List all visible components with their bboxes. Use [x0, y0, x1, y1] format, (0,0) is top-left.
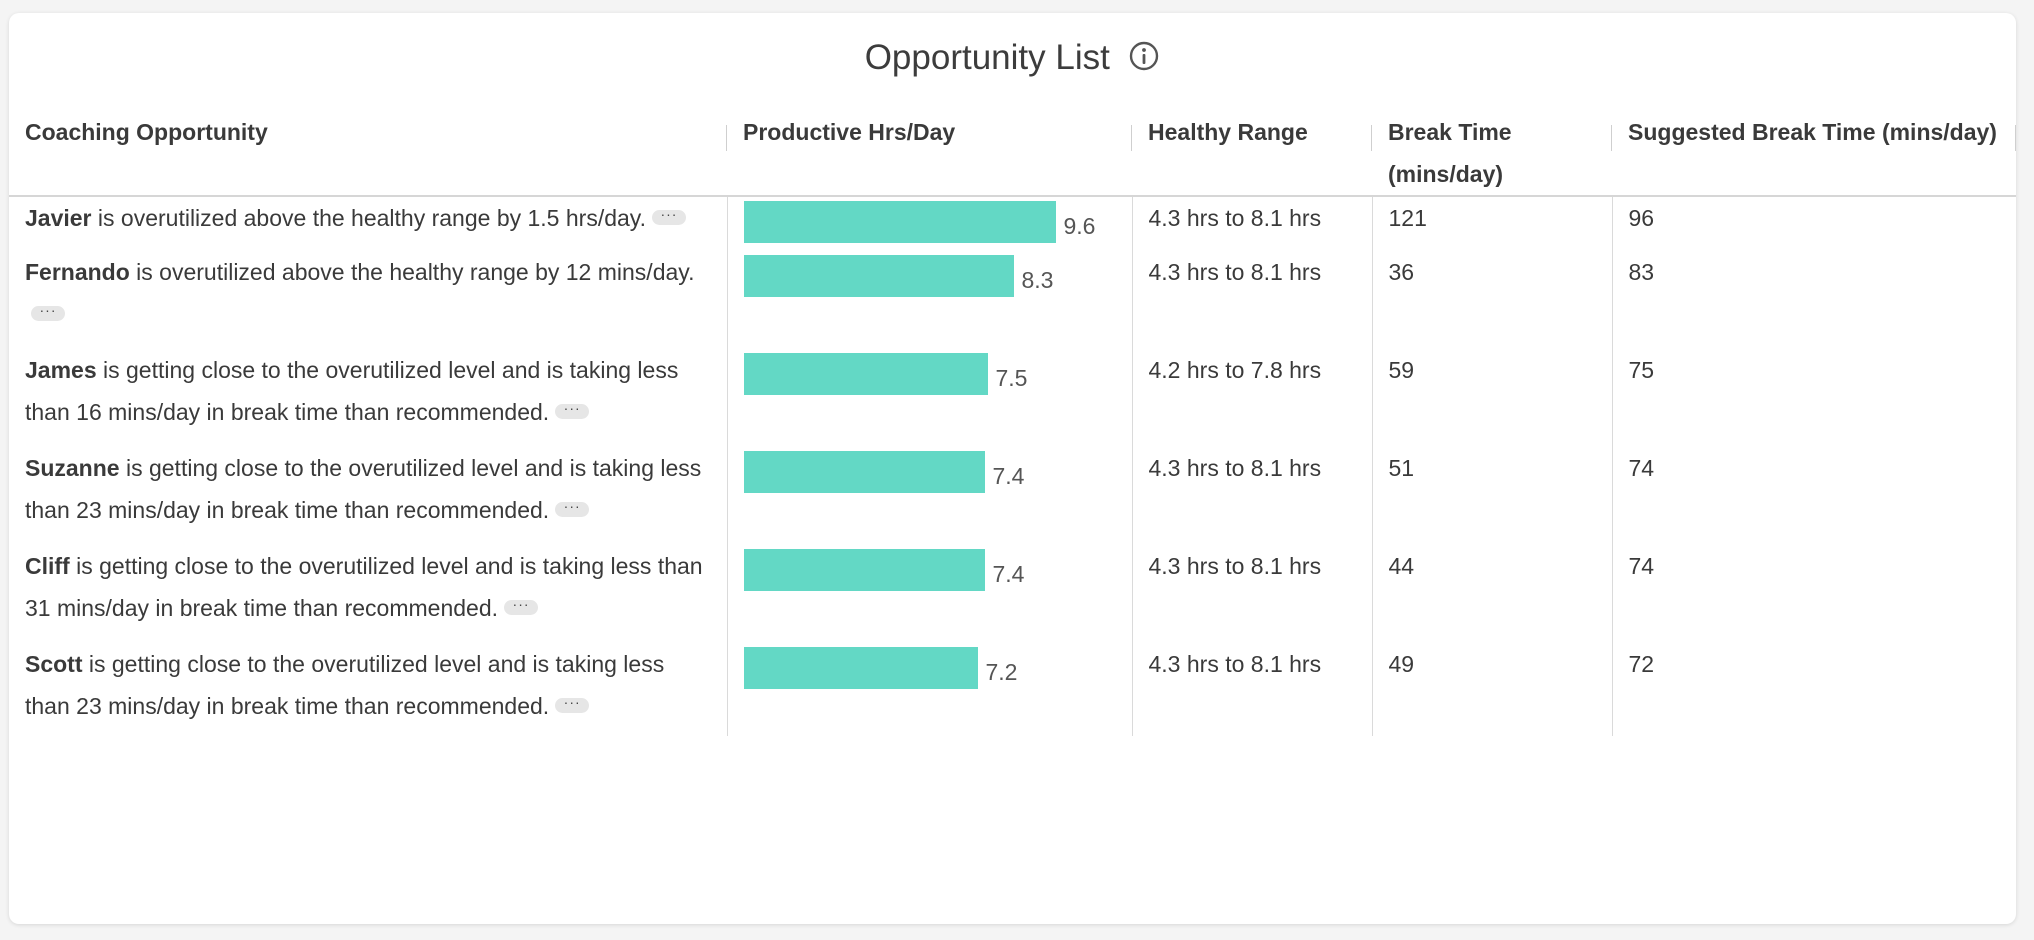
break-time-cell: 51 — [1371, 447, 1612, 545]
suggested-break-time-cell: 74 — [1611, 447, 2016, 545]
opportunity-text: is overutilized above the healthy range … — [91, 205, 646, 231]
coaching-opportunity-cell: Scott is getting close to the overutiliz… — [9, 643, 727, 736]
table-row[interactable]: James is getting close to the overutiliz… — [9, 349, 2016, 447]
more-options-button[interactable]: ··· — [555, 401, 590, 420]
more-options-button[interactable]: ··· — [555, 695, 590, 714]
column-header-productive-hrs[interactable]: Productive Hrs/Day — [727, 107, 1132, 197]
coaching-opportunity-cell: Suzanne is getting close to the overutil… — [9, 447, 727, 545]
column-header-healthy-range[interactable]: Healthy Range — [1132, 107, 1372, 197]
table-row[interactable]: Fernando is overutilized above the healt… — [9, 251, 2016, 349]
table-row[interactable]: Javier is overutilized above the healthy… — [9, 196, 2016, 251]
productive-hrs-value: 7.4 — [992, 463, 1025, 489]
coaching-opportunity-cell: James is getting close to the overutiliz… — [9, 349, 727, 447]
agent-name: Suzanne — [25, 455, 120, 481]
productive-hrs-bar[interactable] — [743, 647, 978, 689]
table-row[interactable]: Scott is getting close to the overutiliz… — [9, 643, 2016, 736]
suggested-break-time-cell: 74 — [1611, 545, 2016, 643]
productive-hrs-bar[interactable] — [743, 549, 985, 591]
break-time-cell: 121 — [1371, 196, 1612, 251]
coaching-opportunity-cell: Fernando is overutilized above the healt… — [9, 251, 727, 349]
productive-hrs-bar[interactable] — [743, 451, 985, 493]
productive-hrs-bar[interactable] — [743, 201, 1056, 243]
healthy-range-cell: 4.2 hrs to 7.8 hrs — [1131, 349, 1372, 447]
opportunity-list-card: Opportunity List Coaching Opportunity Pr… — [9, 13, 2016, 924]
break-time-cell: 59 — [1371, 349, 1612, 447]
more-options-button[interactable]: ··· — [651, 207, 686, 226]
productive-hrs-value: 9.6 — [1063, 213, 1096, 239]
productive-hrs-bar[interactable] — [743, 255, 1014, 297]
productive-hrs-value: 7.4 — [992, 561, 1025, 587]
table-header-row: Coaching Opportunity Productive Hrs/Day … — [9, 107, 2016, 197]
suggested-break-time-cell: 96 — [1611, 196, 2016, 251]
opportunity-text: is getting close to the overutilized lev… — [25, 455, 702, 523]
info-icon[interactable] — [1128, 40, 1160, 72]
coaching-opportunity-cell: Javier is overutilized above the healthy… — [9, 196, 727, 251]
page-title: Opportunity List — [864, 38, 1110, 77]
productive-hrs-bar[interactable] — [743, 353, 988, 395]
productive-hrs-cell: 7.4 — [726, 545, 1132, 643]
productive-hrs-cell: 7.5 — [726, 349, 1132, 447]
suggested-break-time-cell: 75 — [1611, 349, 2016, 447]
table-row[interactable]: Cliff is getting close to the overutiliz… — [9, 545, 2016, 643]
table-row[interactable]: Suzanne is getting close to the overutil… — [9, 447, 2016, 545]
opportunity-table: Coaching Opportunity Productive Hrs/Day … — [9, 107, 2016, 736]
suggested-break-time-cell: 72 — [1611, 643, 2016, 736]
agent-name: Cliff — [25, 553, 70, 579]
coaching-opportunity-cell: Cliff is getting close to the overutiliz… — [9, 545, 727, 643]
agent-name: Javier — [25, 205, 92, 231]
healthy-range-cell: 4.3 hrs to 8.1 hrs — [1131, 251, 1372, 349]
more-options-button[interactable]: ··· — [555, 499, 590, 518]
healthy-range-cell: 4.3 hrs to 8.1 hrs — [1131, 545, 1372, 643]
productive-hrs-cell: 7.2 — [726, 643, 1132, 736]
productive-hrs-value: 7.5 — [995, 365, 1028, 391]
more-options-button[interactable]: ··· — [31, 303, 65, 322]
column-header-coaching-opportunity[interactable]: Coaching Opportunity — [9, 107, 727, 197]
productive-hrs-cell: 8.3 — [726, 251, 1132, 349]
opportunity-text: is overutilized above the healthy range … — [129, 259, 695, 285]
opportunity-text: is getting close to the overutilized lev… — [25, 651, 665, 719]
productive-hrs-value: 8.3 — [1021, 267, 1054, 293]
opportunity-text: is getting close to the overutilized lev… — [25, 553, 703, 621]
break-time-cell: 44 — [1371, 545, 1612, 643]
agent-name: Fernando — [25, 259, 130, 285]
title-row: Opportunity List — [9, 35, 2016, 81]
productive-hrs-value: 7.2 — [985, 659, 1018, 685]
more-options-button[interactable]: ··· — [504, 597, 539, 616]
healthy-range-cell: 4.3 hrs to 8.1 hrs — [1131, 447, 1372, 545]
column-header-break-time[interactable]: Break Time (mins/day) — [1372, 107, 1612, 197]
healthy-range-cell: 4.3 hrs to 8.1 hrs — [1131, 643, 1372, 736]
agent-name: James — [25, 357, 97, 383]
productive-hrs-cell: 7.4 — [726, 447, 1132, 545]
opportunity-text: is getting close to the overutilized lev… — [25, 357, 679, 425]
productive-hrs-cell: 9.6 — [726, 196, 1132, 251]
healthy-range-cell: 4.3 hrs to 8.1 hrs — [1131, 196, 1372, 251]
break-time-cell: 36 — [1371, 251, 1612, 349]
break-time-cell: 49 — [1371, 643, 1612, 736]
suggested-break-time-cell: 83 — [1611, 251, 2016, 349]
column-header-suggested-break-time[interactable]: Suggested Break Time (mins/day) — [1612, 107, 2016, 197]
agent-name: Scott — [25, 651, 83, 677]
